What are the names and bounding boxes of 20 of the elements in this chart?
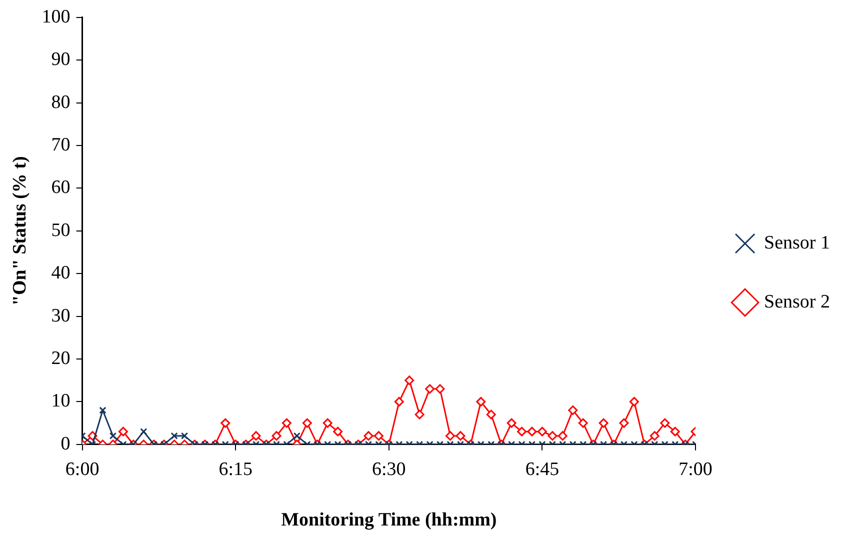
x-tick-label: 7:00 <box>678 458 712 480</box>
y-tick-label: 0 <box>60 433 70 454</box>
y-tick-label: 100 <box>42 6 70 28</box>
legend-label: Sensor 1 <box>764 232 830 254</box>
x-tick-label: 6:00 <box>65 458 100 480</box>
x-tick-label: 6:45 <box>525 458 560 480</box>
y-tick-label: 70 <box>51 134 70 156</box>
y-tick-label: 20 <box>51 348 70 369</box>
y-tick-label: 10 <box>51 390 70 412</box>
y-tick-label: 80 <box>51 92 70 113</box>
x-axis-title: Monitoring Time (hh:mm) <box>281 510 497 531</box>
x-tick-label: 6:30 <box>372 458 406 480</box>
y-tick-label: 60 <box>51 177 70 198</box>
y-tick-label: 50 <box>51 220 70 241</box>
y-tick-label: 40 <box>51 262 70 284</box>
y-axis-title: "On" Status (% t) <box>9 156 30 306</box>
x-tick-label: 6:15 <box>218 458 252 480</box>
legend-label: Sensor 2 <box>764 291 830 312</box>
y-tick-label: 30 <box>51 305 70 326</box>
y-tick-label: 90 <box>51 49 70 70</box>
